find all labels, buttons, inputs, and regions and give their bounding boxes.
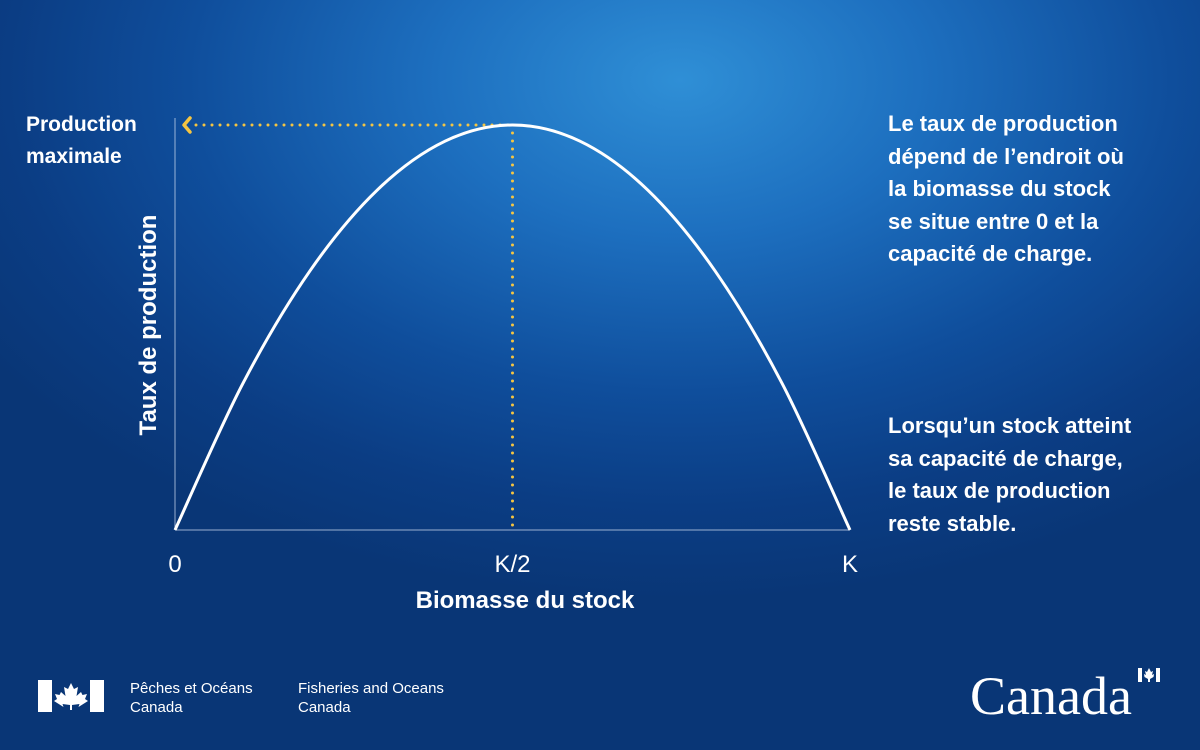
description-line: Le taux de production xyxy=(888,111,1118,136)
description-line: la biomasse du stock xyxy=(888,176,1111,201)
max-production-label: Production maximale xyxy=(26,113,143,168)
description-line: Lorsqu’un stock atteint xyxy=(888,413,1132,438)
canada-wordmark: Canada xyxy=(970,666,1160,722)
canada-flag-icon xyxy=(38,680,104,712)
x-tick-labels: 0 K/2 K xyxy=(168,551,858,578)
description-line: le taux de production xyxy=(888,478,1111,503)
x-tick-label: K/2 xyxy=(494,551,530,578)
department-name-line: Canada xyxy=(298,699,351,716)
department-name-line: Pêches et Océans xyxy=(130,680,253,697)
x-axis-label: Biomasse du stock xyxy=(416,587,635,614)
department-name-fr: Pêches et Océans Canada xyxy=(130,679,253,717)
description-line: sa capacité de charge, xyxy=(888,445,1123,471)
description-line: reste stable. xyxy=(888,510,1017,536)
department-name-line: Canada xyxy=(130,699,183,716)
description-carrying-capacity: Lorsqu’un stock atteint sa capacité de c… xyxy=(888,410,1178,540)
canada-wordmark-text: Canada xyxy=(970,666,1132,722)
department-name-line: Fisheries and Oceans xyxy=(298,680,444,697)
x-tick-label: K xyxy=(842,551,858,578)
department-name-en: Fisheries and Oceans Canada xyxy=(298,679,444,717)
x-tick-label: 0 xyxy=(168,551,181,578)
max-production-label-line-2: maximale xyxy=(26,145,122,168)
production-curve xyxy=(173,123,852,531)
description-production-rate: Le taux de production dépend de l’endroi… xyxy=(888,108,1178,271)
description-line: se situe entre 0 et la xyxy=(888,208,1099,234)
guide-arrow-icon xyxy=(182,116,192,134)
y-axis-label: Taux de production xyxy=(135,215,162,436)
max-production-label-line-1: Production xyxy=(26,113,137,136)
description-line: dépend de l’endroit où xyxy=(888,143,1124,169)
description-line: capacité de charge. xyxy=(888,241,1093,266)
